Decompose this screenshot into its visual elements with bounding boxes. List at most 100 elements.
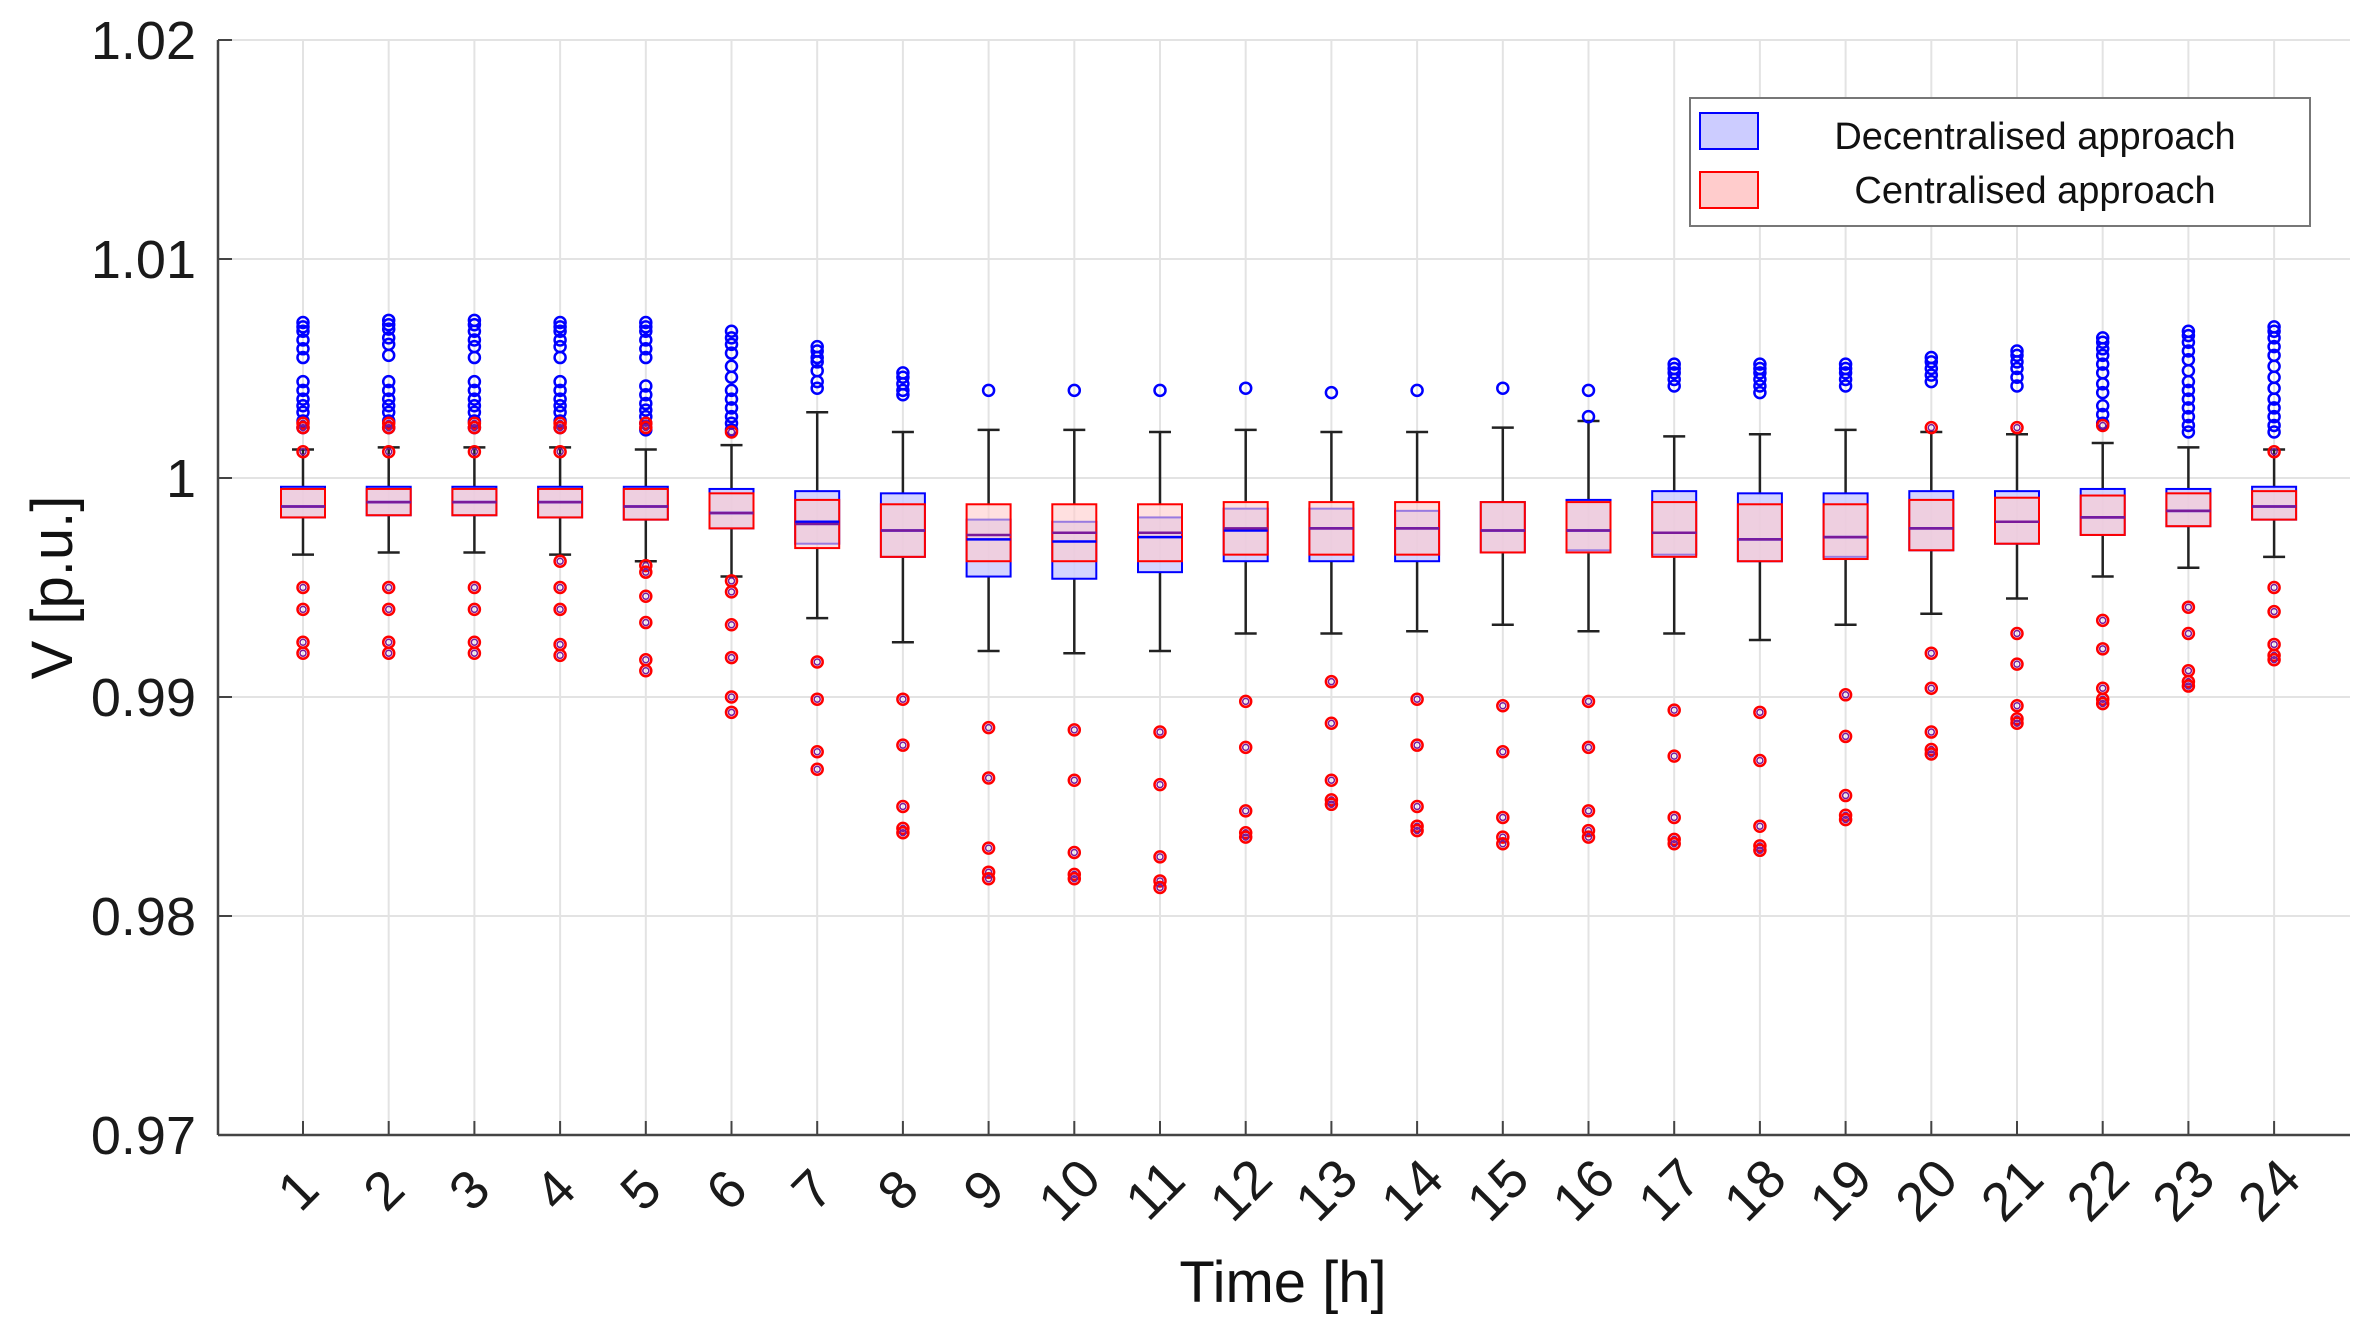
- y-tick-label: 1.02: [91, 11, 196, 71]
- outlier-decentralised: [724, 331, 739, 345]
- outlier-decentralised: [639, 315, 653, 330]
- outlier-decentralised: [639, 379, 653, 393]
- outlier-centralised-inner: [2013, 702, 2021, 710]
- outlier-decentralised: [1153, 383, 1167, 398]
- outlier-centralised: [1924, 747, 1939, 761]
- outlier-centralised-inner: [1499, 813, 1507, 822]
- outlier-centralised: [1924, 742, 1939, 757]
- outlier-decentralised: [2095, 398, 2110, 413]
- outlier-centralised: [467, 420, 482, 435]
- outlier-centralised: [1838, 808, 1853, 823]
- outlier-centralised-inner: [1156, 883, 1164, 892]
- outlier-decentralised: [724, 409, 739, 424]
- outlier-decentralised: [296, 315, 310, 330]
- outlier-decentralised: [810, 355, 824, 369]
- outlier-decentralised: [724, 383, 739, 398]
- outlier-centralised-inner: [642, 592, 650, 601]
- outlier-centralised: [1924, 420, 1939, 435]
- x-axis-label: Time [h]: [1179, 1250, 1386, 1315]
- plot-marks: [280, 313, 2298, 895]
- outlier-centralised: [981, 872, 996, 886]
- outlier-centralised-inner: [1413, 826, 1421, 835]
- outlier-decentralised: [467, 392, 482, 406]
- outlier-centralised-inner: [642, 618, 650, 627]
- outlier-centralised: [1410, 692, 1424, 706]
- outlier-decentralised: [639, 396, 653, 411]
- outlier-centralised-inner: [1756, 708, 1764, 717]
- outlier-centralised-inner: [556, 423, 564, 432]
- outlier-centralised: [1581, 804, 1596, 818]
- outlier-centralised: [2267, 653, 2281, 667]
- outlier-centralised-inner: [2013, 423, 2021, 432]
- outlier-decentralised: [553, 315, 567, 330]
- outlier-decentralised: [724, 324, 739, 339]
- outlier-decentralised: [296, 383, 310, 398]
- x-tick-label: 18: [1713, 1148, 1798, 1233]
- outlier-centralised-inner: [1241, 697, 1250, 706]
- outlier-decentralised: [296, 320, 310, 334]
- outlier-centralised-inner: [899, 829, 907, 837]
- box-centralised: [1651, 501, 1698, 558]
- outlier-centralised: [2095, 418, 2110, 433]
- outlier-centralised-inner: [642, 656, 650, 664]
- outlier-centralised: [1324, 773, 1339, 787]
- box-centralised: [622, 487, 669, 521]
- outlier-centralised: [896, 821, 910, 836]
- y-tick-label: 1.01: [91, 230, 196, 290]
- outlier-centralised-inner: [642, 423, 650, 432]
- outlier-centralised-inner: [1927, 728, 1936, 736]
- outlier-centralised-inner: [1584, 743, 1593, 752]
- outlier-centralised-inner: [727, 708, 736, 717]
- outlier-decentralised: [1067, 383, 1082, 398]
- x-tick-label: 11: [1114, 1149, 1196, 1231]
- outlier-decentralised: [381, 331, 396, 345]
- outlier-decentralised: [1924, 355, 1939, 369]
- outlier-decentralised: [2267, 339, 2281, 354]
- outlier-centralised: [1581, 740, 1596, 755]
- outlier-centralised: [1067, 773, 1082, 787]
- outlier-centralised-inner: [556, 640, 564, 649]
- outlier-decentralised: [467, 317, 482, 332]
- outlier-centralised-inner: [813, 765, 821, 774]
- outlier-centralised: [296, 602, 310, 617]
- x-tick-label: 20: [1884, 1148, 1969, 1233]
- outlier-centralised: [981, 865, 996, 879]
- outlier-centralised: [2181, 674, 2196, 689]
- outlier-decentralised: [1667, 357, 1681, 371]
- outlier-centralised-inner: [1070, 776, 1079, 784]
- outlier-centralised-inner: [299, 583, 307, 592]
- outlier-decentralised: [1838, 357, 1853, 371]
- outlier-centralised-inner: [2184, 629, 2193, 638]
- outlier-centralised: [1924, 681, 1939, 695]
- outlier-decentralised: [724, 346, 739, 360]
- outlier-centralised: [1153, 725, 1167, 739]
- outlier-decentralised: [553, 333, 567, 347]
- outlier-decentralised: [296, 350, 310, 365]
- x-tick-label: 17: [1627, 1148, 1712, 1233]
- outlier-centralised: [896, 826, 910, 840]
- outlier-centralised-inner: [2270, 583, 2278, 592]
- outlier-centralised: [1581, 694, 1596, 709]
- outlier-decentralised: [553, 374, 567, 389]
- outlier-centralised: [2267, 444, 2281, 459]
- box-centralised: [2079, 494, 2126, 536]
- y-tick-label: 0.99: [91, 668, 196, 728]
- x-tick-label: 1: [266, 1158, 330, 1222]
- outlier-centralised: [2010, 699, 2024, 713]
- outlier-centralised: [981, 771, 996, 785]
- outlier-decentralised: [2095, 342, 2110, 356]
- outlier-decentralised: [381, 383, 396, 398]
- outlier-decentralised: [296, 392, 310, 406]
- outlier-centralised: [1667, 810, 1681, 825]
- outlier-centralised: [1753, 753, 1767, 768]
- outlier-decentralised: [2181, 418, 2196, 433]
- outlier-centralised: [1238, 694, 1253, 709]
- outlier-decentralised: [2010, 379, 2024, 393]
- outlier-centralised-inner: [384, 638, 393, 646]
- outlier-centralised-inner: [2013, 629, 2021, 638]
- outlier-centralised-inner: [1584, 697, 1593, 706]
- outlier-centralised-inner: [2270, 607, 2278, 616]
- outlier-centralised-inner: [1670, 752, 1678, 760]
- outlier-centralised: [553, 648, 567, 663]
- outlier-decentralised: [2181, 344, 2196, 358]
